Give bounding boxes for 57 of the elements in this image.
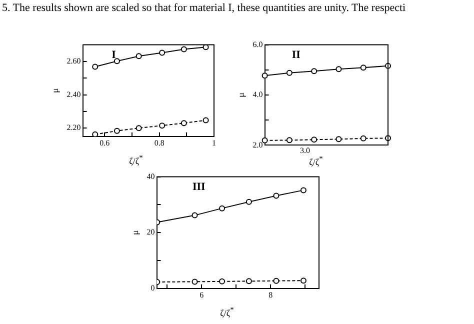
y-tick-label: 2.0 — [252, 140, 263, 150]
point — [246, 278, 252, 284]
y-axis-title: μ — [236, 92, 246, 98]
point — [360, 135, 366, 142]
x-tick-label: 0.6 — [100, 138, 110, 148]
point — [262, 72, 268, 79]
point — [136, 53, 142, 60]
point — [92, 64, 98, 70]
y-tick-label: 2.20 — [66, 123, 81, 132]
y-tick-label: 0 — [150, 283, 155, 292]
point — [114, 128, 120, 134]
y-tick-label: 40 — [146, 172, 155, 181]
x-axis-title: ζ/ζ$^{*}$ — [128, 153, 144, 166]
point — [159, 50, 166, 56]
y-tick-label: 2.60 — [66, 56, 81, 66]
point — [219, 205, 226, 212]
point — [202, 44, 209, 50]
point — [180, 120, 187, 126]
x-tick-label: 6 — [200, 290, 204, 300]
point — [300, 187, 306, 194]
y-tick-label: 4.0 — [252, 90, 263, 100]
point — [192, 212, 198, 218]
point — [300, 278, 306, 284]
point — [360, 64, 366, 71]
chart-title: II — [292, 49, 300, 62]
point — [180, 46, 187, 52]
x-axis-title: ζ/ζ$^{*}$ — [219, 305, 235, 318]
point — [159, 122, 166, 129]
point — [286, 70, 292, 76]
point — [273, 278, 280, 284]
y-tick-label: 20 — [146, 228, 155, 237]
point — [136, 125, 142, 132]
point — [246, 198, 252, 205]
point — [311, 68, 318, 74]
x-tick-label: 1 — [212, 138, 216, 148]
point — [219, 278, 226, 284]
text: 5. The results shown are scaled so that for material I, these quantities are unity. The respecti — [2, 2, 406, 14]
text: 3.0 — [300, 146, 310, 155]
point — [311, 136, 318, 143]
y-tick-label: 2.40 — [66, 90, 81, 99]
point — [273, 192, 280, 199]
point — [336, 66, 342, 72]
y-axis-title: μ — [50, 88, 60, 94]
x-tick-label: 0.8 — [154, 138, 164, 148]
point — [92, 131, 98, 136]
point — [192, 278, 198, 285]
point — [202, 117, 209, 124]
x-tick-label: 8 — [268, 290, 273, 300]
point — [262, 137, 268, 144]
chart-title: I — [112, 49, 116, 62]
x-axis-title: ζ/ζ$^{*}$ — [308, 154, 324, 167]
point — [336, 136, 342, 142]
point — [286, 137, 292, 144]
point — [114, 58, 120, 64]
y-axis-title: μ — [130, 230, 140, 236]
chart-title: III — [192, 181, 206, 194]
y-tick-label: 6.0 — [252, 40, 263, 49]
